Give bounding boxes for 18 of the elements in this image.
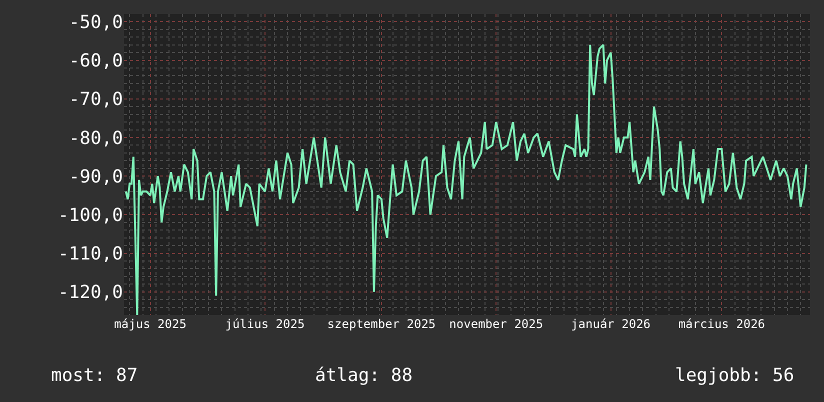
y-tick-label: -50,0: [68, 12, 123, 34]
y-tick-label: -60,0: [68, 50, 123, 72]
x-tick-label: július 2025: [225, 317, 305, 331]
y-tick-label: -120,0: [58, 282, 123, 304]
y-tick-label: -110,0: [58, 244, 123, 265]
text: most: 87: [51, 365, 138, 386]
x-tick-label: november 2025: [449, 317, 544, 331]
y-tick-label: -100,0: [58, 204, 123, 226]
x-tick-label: május 2025: [114, 317, 186, 331]
y-tick-label: -80,0: [68, 128, 123, 149]
y-tick-label: -90,0: [68, 166, 123, 188]
x-tick-label: szeptember 2025: [327, 317, 436, 331]
text: átlag: 88: [315, 365, 413, 386]
line-series: [124, 44, 808, 315]
text: legjobb: 56: [675, 365, 794, 386]
x-tick-label: január 2026: [571, 317, 651, 331]
x-tick-label: március 2026: [678, 317, 766, 331]
y-tick-label: -70,0: [68, 89, 123, 110]
